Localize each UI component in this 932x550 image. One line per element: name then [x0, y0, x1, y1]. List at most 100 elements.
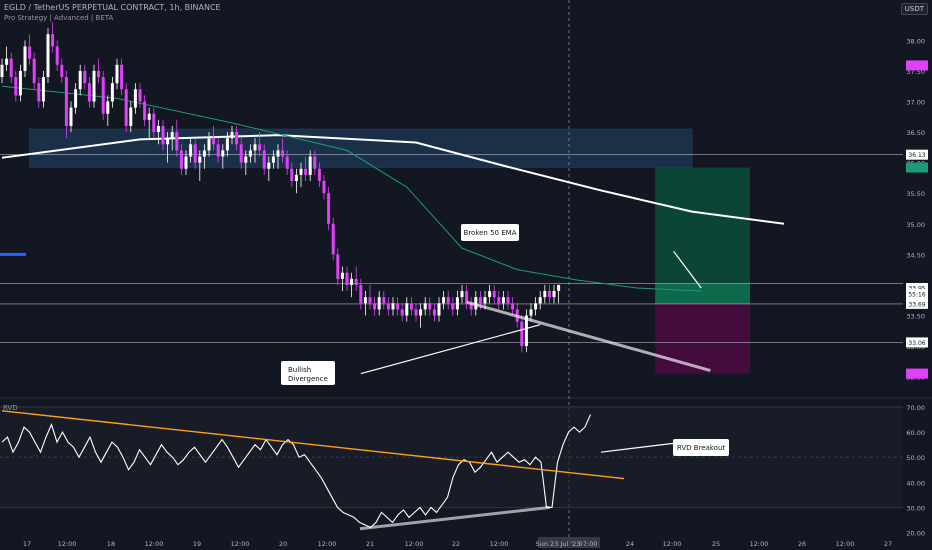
- candle-body-65: [299, 168, 303, 175]
- candle-body-38: [175, 132, 179, 151]
- candle-body-92: [423, 303, 427, 310]
- candle-body-113: [520, 321, 524, 347]
- candle-body-116: [534, 303, 538, 310]
- candle-body-1: [5, 58, 9, 65]
- candle-body-10: [46, 34, 50, 78]
- annotation-line-0: [466, 300, 711, 372]
- candle-body-99: [455, 297, 459, 310]
- candle-body-51: [235, 132, 239, 145]
- candle-body-13: [60, 64, 64, 78]
- candle-body-43: [198, 156, 202, 163]
- candle-body-121: [557, 284, 561, 292]
- candle-body-59: [271, 156, 275, 163]
- candle-body-93: [428, 303, 432, 310]
- candle-body-62: [285, 156, 289, 169]
- candle-body-83: [382, 297, 386, 304]
- candle-body-87: [400, 309, 404, 316]
- candle-body-111: [511, 303, 515, 310]
- rvd-tick: 70.00: [906, 404, 925, 412]
- candle-body-21: [97, 70, 101, 78]
- candle-body-25: [115, 64, 119, 84]
- candle-body-31: [143, 101, 147, 120]
- candle-body-101: [465, 291, 469, 304]
- rvd-pane-label: RVD: [3, 404, 18, 412]
- candle-body-74: [340, 272, 344, 279]
- time-tick-14: 24: [626, 540, 634, 548]
- candle-body-54: [248, 150, 252, 157]
- time-tick-19: 12:00: [836, 540, 855, 548]
- candle-body-79: [363, 297, 367, 304]
- candle-body-55: [253, 144, 257, 151]
- candle-body-5: [23, 46, 27, 71]
- price-tick: 37.50: [906, 68, 925, 76]
- rvd-callout-pointer: [600, 442, 674, 453]
- candle-body-53: [244, 156, 248, 163]
- candle-body-42: [193, 144, 197, 163]
- candle-body-37: [170, 132, 174, 139]
- candle-body-57: [262, 150, 266, 169]
- price-label-5: 33.69: [908, 301, 925, 308]
- time-tick-12: Sun 23 Jul '23: [536, 540, 581, 548]
- rvd-tick: 60.00: [906, 429, 925, 437]
- candle-body-34: [156, 125, 160, 133]
- candle-body-3: [14, 77, 18, 96]
- price-label-bg-5: [906, 298, 928, 309]
- price-label-4: 55:16: [908, 292, 925, 299]
- candle-body-60: [276, 150, 280, 157]
- time-tick-16: 25: [712, 540, 720, 548]
- candle-body-120: [552, 291, 556, 298]
- candle-body-28: [129, 107, 133, 126]
- supply-zone: [29, 128, 693, 168]
- candle-body-64: [294, 174, 298, 181]
- candle-body-27: [124, 89, 128, 126]
- candle-body-81: [373, 303, 377, 310]
- time-tick-5: 12:00: [231, 540, 250, 548]
- target-zone: [655, 167, 750, 304]
- ema-50-line: [1, 85, 702, 292]
- candle-body-45: [207, 138, 211, 151]
- candle-body-86: [396, 303, 400, 310]
- price-tick: 34.50: [906, 251, 925, 259]
- candle-body-44: [202, 150, 206, 157]
- callout-divergence-line2: Divergence: [288, 375, 328, 383]
- candle-body-102: [469, 303, 473, 310]
- candle-body-71: [327, 193, 331, 224]
- rvd-band: [0, 407, 903, 508]
- price-axis[interactable]: 38.0037.5037.0036.5036.0035.5035.0034.50…: [906, 37, 928, 537]
- time-axis[interactable]: 17 12:00 18 12:00 19 12:00 20 12:00 21 12:00 22 12:…: [23, 537, 892, 548]
- candle-body-8: [37, 83, 41, 102]
- candle-body-66: [304, 168, 308, 175]
- price-tick: 35.00: [906, 221, 925, 229]
- currency-badge[interactable]: USDT: [900, 3, 928, 15]
- candle-body-98: [451, 303, 455, 310]
- price-label-3: 33.95: [908, 285, 925, 292]
- candle-body-114: [524, 315, 528, 347]
- time-tick-1: 12:00: [58, 540, 77, 548]
- candle-body-17: [78, 70, 82, 90]
- candle-body-85: [391, 303, 395, 310]
- rvd-tick: 20.00: [906, 529, 925, 537]
- price-label-bg-3: [906, 282, 928, 293]
- time-tick-6: 20: [279, 540, 287, 548]
- candle-body-20: [92, 70, 96, 102]
- candle-body-2: [9, 58, 13, 78]
- candle-body-7: [32, 58, 36, 84]
- time-tick-10: 22: [452, 540, 460, 548]
- candle-body-119: [547, 291, 551, 298]
- price-label-bg-2: [906, 162, 928, 173]
- candle-body-91: [419, 309, 423, 316]
- candle-body-73: [336, 254, 340, 279]
- zones: [29, 128, 750, 374]
- candle-body-6: [28, 46, 32, 59]
- price-label-1: 36.13: [908, 152, 925, 159]
- candle-body-9: [41, 77, 45, 102]
- time-tick-18: 26: [798, 540, 806, 548]
- candle-body-23: [106, 101, 110, 114]
- time-tick-2: 18: [107, 540, 115, 548]
- candle-body-39: [179, 150, 183, 169]
- candle-body-78: [359, 284, 363, 304]
- rvd-line: [1, 414, 592, 529]
- candle-body-100: [460, 291, 464, 298]
- candle-body-22: [101, 77, 105, 114]
